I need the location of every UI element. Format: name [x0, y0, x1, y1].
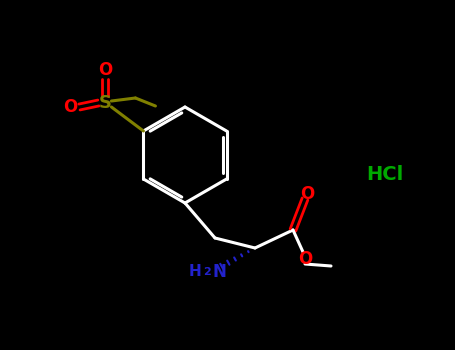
Text: HCl: HCl: [366, 166, 404, 184]
Text: O: O: [300, 185, 314, 203]
Text: S: S: [99, 94, 112, 112]
Text: O: O: [98, 61, 112, 79]
Text: H: H: [189, 265, 202, 280]
Text: 2: 2: [203, 267, 211, 277]
Text: N: N: [212, 263, 226, 281]
Text: O: O: [63, 98, 77, 116]
Text: O: O: [298, 250, 312, 268]
